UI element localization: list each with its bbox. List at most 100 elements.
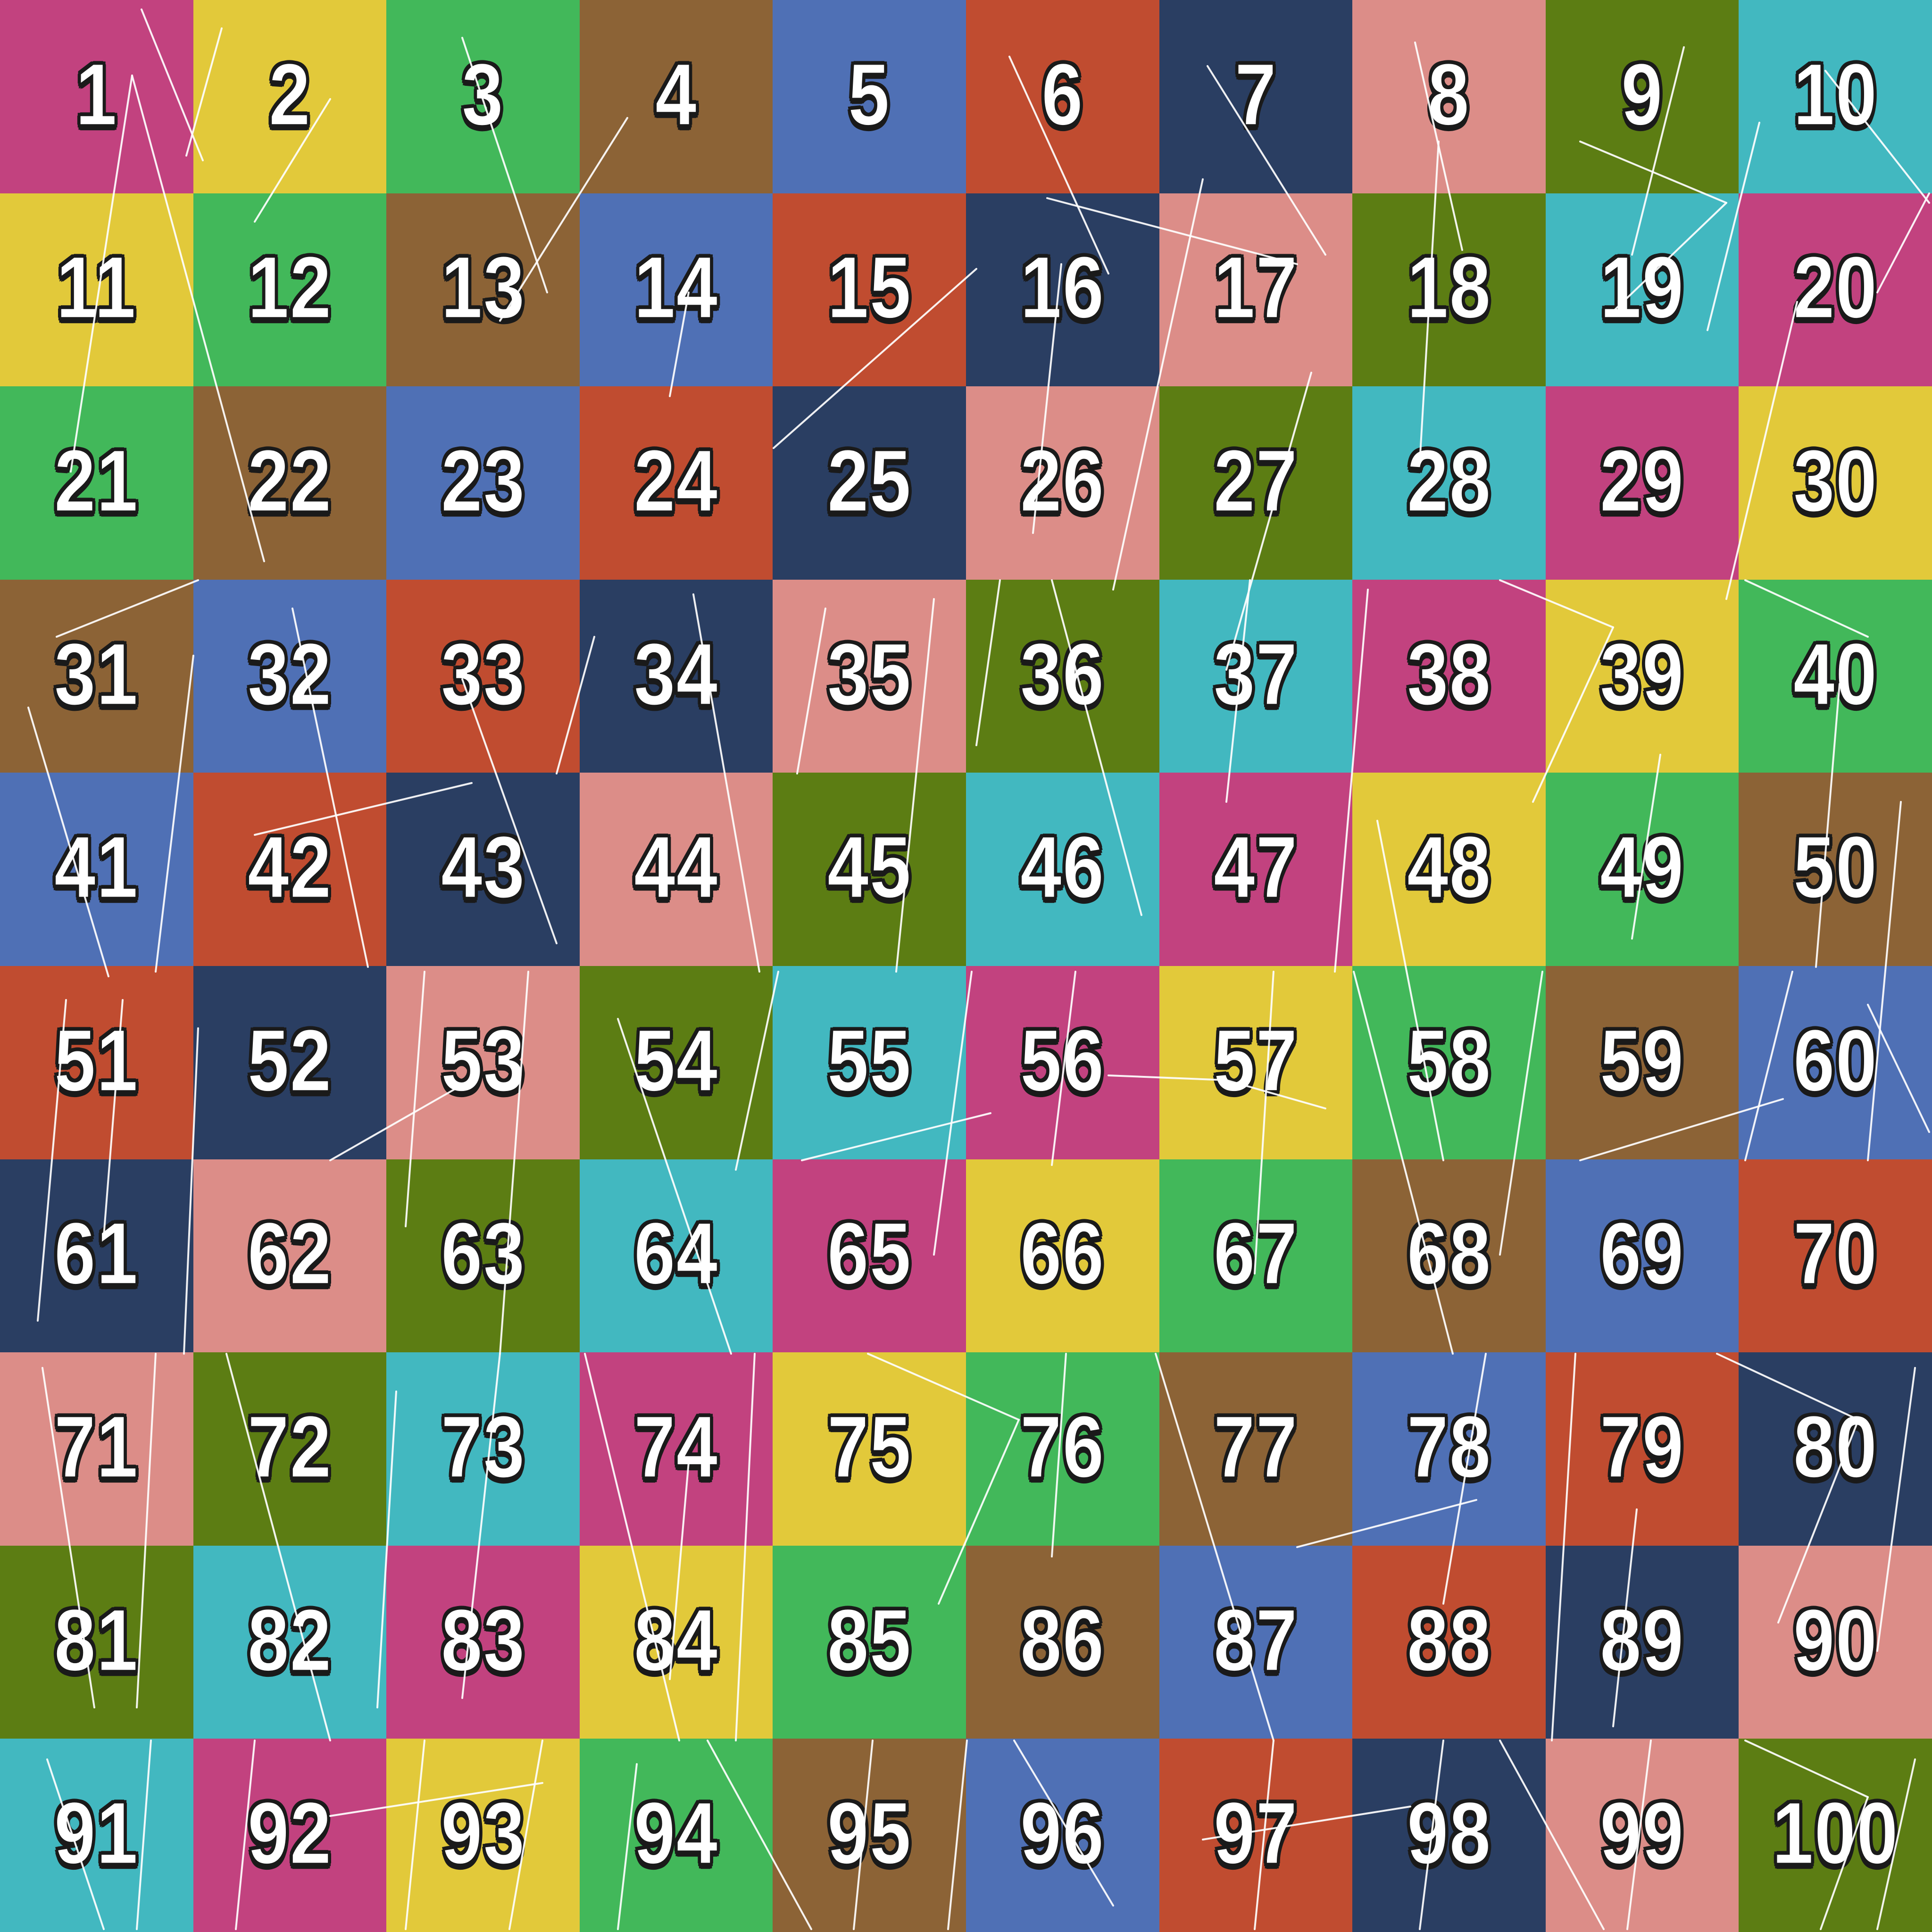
grid-cell-31[interactable]: 31 xyxy=(0,579,193,773)
grid-cell-5[interactable]: 5 xyxy=(773,0,966,193)
grid-cell-80[interactable]: 80 xyxy=(1739,1352,1932,1546)
grid-cell-72[interactable]: 72 xyxy=(193,1352,387,1546)
grid-cell-82[interactable]: 82 xyxy=(193,1545,387,1739)
grid-cell-39[interactable]: 39 xyxy=(1545,579,1739,773)
grid-cell-9[interactable]: 9 xyxy=(1545,0,1739,193)
grid-cell-62[interactable]: 62 xyxy=(193,1159,387,1353)
grid-cell-97[interactable]: 97 xyxy=(1159,1739,1353,1932)
grid-cell-79[interactable]: 79 xyxy=(1545,1352,1739,1546)
grid-cell-18[interactable]: 18 xyxy=(1352,193,1546,387)
grid-cell-89[interactable]: 89 xyxy=(1545,1545,1739,1739)
grid-cell-46[interactable]: 46 xyxy=(966,773,1159,966)
grid-cell-73[interactable]: 73 xyxy=(386,1352,580,1546)
grid-cell-24[interactable]: 24 xyxy=(579,386,773,580)
grid-cell-58[interactable]: 58 xyxy=(1352,966,1546,1159)
grid-cell-27[interactable]: 27 xyxy=(1159,386,1353,580)
grid-cell-25[interactable]: 25 xyxy=(773,386,966,580)
grid-cell-71[interactable]: 71 xyxy=(0,1352,193,1546)
grid-cell-7[interactable]: 7 xyxy=(1159,0,1353,193)
grid-cell-53[interactable]: 53 xyxy=(386,966,580,1159)
grid-cell-59[interactable]: 59 xyxy=(1545,966,1739,1159)
grid-cell-52[interactable]: 52 xyxy=(193,966,387,1159)
grid-cell-61[interactable]: 61 xyxy=(0,1159,193,1353)
grid-cell-26[interactable]: 26 xyxy=(966,386,1159,580)
grid-cell-57[interactable]: 57 xyxy=(1159,966,1353,1159)
grid-cell-40[interactable]: 40 xyxy=(1739,579,1932,773)
grid-cell-4[interactable]: 4 xyxy=(579,0,773,193)
grid-cell-96[interactable]: 96 xyxy=(966,1739,1159,1932)
grid-cell-67[interactable]: 67 xyxy=(1159,1159,1353,1353)
grid-cell-75[interactable]: 75 xyxy=(773,1352,966,1546)
grid-cell-92[interactable]: 92 xyxy=(193,1739,387,1932)
grid-cell-76[interactable]: 76 xyxy=(966,1352,1159,1546)
grid-cell-85[interactable]: 85 xyxy=(773,1545,966,1739)
grid-cell-34[interactable]: 34 xyxy=(579,579,773,773)
grid-cell-47[interactable]: 47 xyxy=(1159,773,1353,966)
grid-cell-32[interactable]: 32 xyxy=(193,579,387,773)
grid-cell-3[interactable]: 3 xyxy=(386,0,580,193)
grid-cell-93[interactable]: 93 xyxy=(386,1739,580,1932)
grid-cell-42[interactable]: 42 xyxy=(193,773,387,966)
grid-cell-56[interactable]: 56 xyxy=(966,966,1159,1159)
grid-cell-78[interactable]: 78 xyxy=(1352,1352,1546,1546)
grid-cell-13[interactable]: 13 xyxy=(386,193,580,387)
grid-cell-33[interactable]: 33 xyxy=(386,579,580,773)
grid-cell-35[interactable]: 35 xyxy=(773,579,966,773)
grid-cell-23[interactable]: 23 xyxy=(386,386,580,580)
grid-cell-99[interactable]: 99 xyxy=(1545,1739,1739,1932)
grid-cell-63[interactable]: 63 xyxy=(386,1159,580,1353)
grid-cell-2[interactable]: 2 xyxy=(193,0,387,193)
grid-cell-19[interactable]: 19 xyxy=(1545,193,1739,387)
grid-cell-88[interactable]: 88 xyxy=(1352,1545,1546,1739)
grid-cell-51[interactable]: 51 xyxy=(0,966,193,1159)
grid-cell-81[interactable]: 81 xyxy=(0,1545,193,1739)
grid-cell-55[interactable]: 55 xyxy=(773,966,966,1159)
grid-cell-66[interactable]: 66 xyxy=(966,1159,1159,1353)
grid-cell-84[interactable]: 84 xyxy=(579,1545,773,1739)
grid-cell-11[interactable]: 11 xyxy=(0,193,193,387)
grid-cell-91[interactable]: 91 xyxy=(0,1739,193,1932)
grid-cell-20[interactable]: 20 xyxy=(1739,193,1932,387)
grid-cell-8[interactable]: 8 xyxy=(1352,0,1546,193)
grid-cell-45[interactable]: 45 xyxy=(773,773,966,966)
grid-cell-64[interactable]: 64 xyxy=(579,1159,773,1353)
grid-cell-100[interactable]: 100 xyxy=(1739,1739,1932,1932)
grid-cell-48[interactable]: 48 xyxy=(1352,773,1546,966)
grid-cell-28[interactable]: 28 xyxy=(1352,386,1546,580)
grid-cell-22[interactable]: 22 xyxy=(193,386,387,580)
grid-cell-38[interactable]: 38 xyxy=(1352,579,1546,773)
grid-cell-1[interactable]: 1 xyxy=(0,0,193,193)
grid-cell-90[interactable]: 90 xyxy=(1739,1545,1932,1739)
grid-cell-37[interactable]: 37 xyxy=(1159,579,1353,773)
grid-cell-43[interactable]: 43 xyxy=(386,773,580,966)
grid-cell-50[interactable]: 50 xyxy=(1739,773,1932,966)
grid-cell-6[interactable]: 6 xyxy=(966,0,1159,193)
grid-cell-12[interactable]: 12 xyxy=(193,193,387,387)
grid-cell-68[interactable]: 68 xyxy=(1352,1159,1546,1353)
grid-cell-94[interactable]: 94 xyxy=(579,1739,773,1932)
grid-cell-65[interactable]: 65 xyxy=(773,1159,966,1353)
grid-cell-21[interactable]: 21 xyxy=(0,386,193,580)
grid-cell-86[interactable]: 86 xyxy=(966,1545,1159,1739)
grid-cell-60[interactable]: 60 xyxy=(1739,966,1932,1159)
grid-cell-69[interactable]: 69 xyxy=(1545,1159,1739,1353)
grid-cell-17[interactable]: 17 xyxy=(1159,193,1353,387)
grid-cell-98[interactable]: 98 xyxy=(1352,1739,1546,1932)
grid-cell-15[interactable]: 15 xyxy=(773,193,966,387)
grid-cell-54[interactable]: 54 xyxy=(579,966,773,1159)
grid-cell-49[interactable]: 49 xyxy=(1545,773,1739,966)
grid-cell-30[interactable]: 30 xyxy=(1739,386,1932,580)
grid-cell-10[interactable]: 10 xyxy=(1739,0,1932,193)
grid-cell-29[interactable]: 29 xyxy=(1545,386,1739,580)
grid-cell-14[interactable]: 14 xyxy=(579,193,773,387)
grid-cell-83[interactable]: 83 xyxy=(386,1545,580,1739)
grid-cell-44[interactable]: 44 xyxy=(579,773,773,966)
grid-cell-41[interactable]: 41 xyxy=(0,773,193,966)
grid-cell-70[interactable]: 70 xyxy=(1739,1159,1932,1353)
grid-cell-87[interactable]: 87 xyxy=(1159,1545,1353,1739)
grid-cell-95[interactable]: 95 xyxy=(773,1739,966,1932)
grid-cell-36[interactable]: 36 xyxy=(966,579,1159,773)
grid-cell-16[interactable]: 16 xyxy=(966,193,1159,387)
grid-cell-74[interactable]: 74 xyxy=(579,1352,773,1546)
grid-cell-77[interactable]: 77 xyxy=(1159,1352,1353,1546)
